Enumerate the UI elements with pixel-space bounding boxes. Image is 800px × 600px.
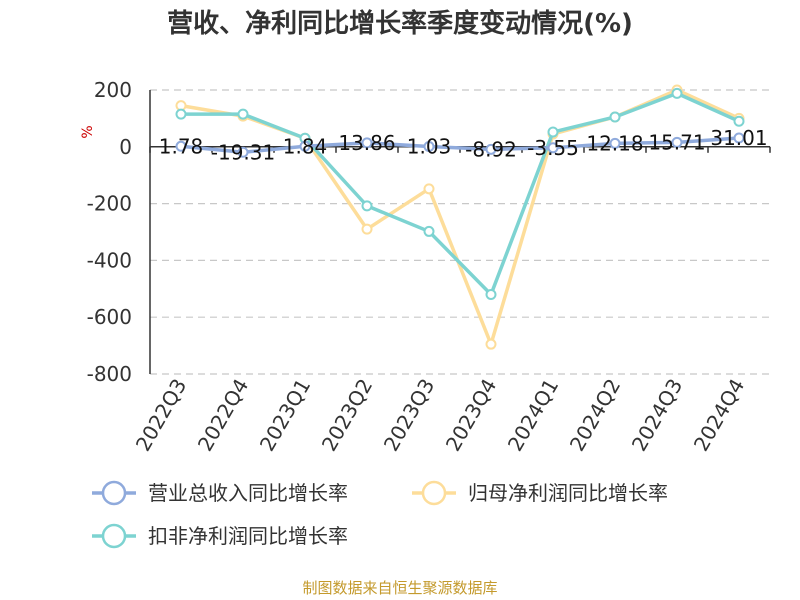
- y-tick-label: 0: [119, 135, 132, 159]
- y-tick-label: -600: [87, 305, 132, 329]
- y-axis-unit: %: [80, 125, 96, 138]
- data-point: [175, 108, 187, 120]
- legend-label: 归母净利润同比增长率: [468, 481, 668, 505]
- x-tick-label: 2023Q4: [441, 375, 501, 456]
- x-tick-label: 2024Q3: [627, 375, 687, 456]
- x-tick-label: 2022Q4: [193, 375, 253, 456]
- x-tick-label: 2023Q3: [379, 375, 439, 456]
- data-point: [423, 225, 435, 237]
- series-line: [180, 136, 740, 155]
- legend-label: 营业总收入同比增长率: [148, 481, 348, 505]
- data-label: 1.03: [407, 135, 452, 159]
- data-point: [423, 183, 435, 195]
- data-point: [547, 126, 559, 138]
- legend-marker: [101, 480, 127, 506]
- legend-label: 扣非净利润同比增长率: [148, 524, 348, 548]
- legend-marker: [421, 480, 447, 506]
- y-tick-label: 200: [94, 78, 132, 102]
- legend-item[interactable]: 归母净利润同比增长率: [412, 480, 668, 506]
- y-tick-label: -800: [87, 362, 132, 386]
- x-tick-label: 2023Q2: [317, 375, 377, 456]
- x-tick-label: 2024Q2: [565, 375, 625, 456]
- series-line: [181, 91, 740, 297]
- legend-item[interactable]: 扣非净利润同比增长率: [92, 523, 348, 549]
- data-point: [671, 136, 683, 148]
- data-point: [361, 137, 373, 149]
- x-tick-label: 2024Q4: [689, 375, 749, 456]
- data-label: -19.31: [211, 140, 275, 164]
- y-tick-label: -200: [87, 192, 132, 216]
- data-point: [671, 87, 683, 99]
- data-point: [485, 338, 497, 350]
- x-tick-label: 2024Q1: [503, 375, 563, 456]
- legend-item[interactable]: 营业总收入同比增长率: [92, 480, 348, 506]
- data-label: -8.92: [465, 137, 517, 161]
- x-tick-label: 2022Q3: [131, 375, 191, 456]
- series-layer: [175, 84, 745, 350]
- y-tick-label: -400: [87, 248, 132, 272]
- data-point: [733, 115, 745, 127]
- data-point: [547, 142, 559, 154]
- data-point: [609, 137, 621, 149]
- data-point: [485, 143, 497, 155]
- grid: [150, 89, 770, 375]
- x-tick-label: 2023Q1: [255, 375, 315, 456]
- data-point: [485, 288, 497, 300]
- data-label: 1.78: [159, 134, 204, 158]
- data-point: [237, 108, 249, 120]
- data-point: [423, 141, 435, 153]
- data-point: [609, 111, 621, 123]
- data-label: 15.71: [648, 130, 705, 154]
- data-point: [733, 132, 745, 144]
- data-label: 12.18: [586, 131, 643, 155]
- data-point: [361, 200, 373, 212]
- data-label: 31.01: [710, 126, 767, 150]
- data-label: -3.55: [527, 136, 579, 160]
- chart-title: 营收、净利同比增长率季度变动情况(%): [167, 8, 633, 39]
- data-point: [361, 223, 373, 235]
- data-point: [237, 146, 249, 158]
- source-note: 制图数据来自恒生聚源数据库: [302, 579, 497, 597]
- data-labels: 1.78 -19.31 1.84 13.86 1.03 -8.92 -3.55 12.18 15…: [159, 126, 768, 164]
- series-line: [180, 88, 740, 346]
- data-point: [299, 140, 311, 152]
- data-label: 1.84: [283, 134, 328, 158]
- data-label: 13.86: [338, 131, 395, 155]
- data-point: [175, 140, 187, 152]
- legend-marker: [101, 523, 127, 549]
